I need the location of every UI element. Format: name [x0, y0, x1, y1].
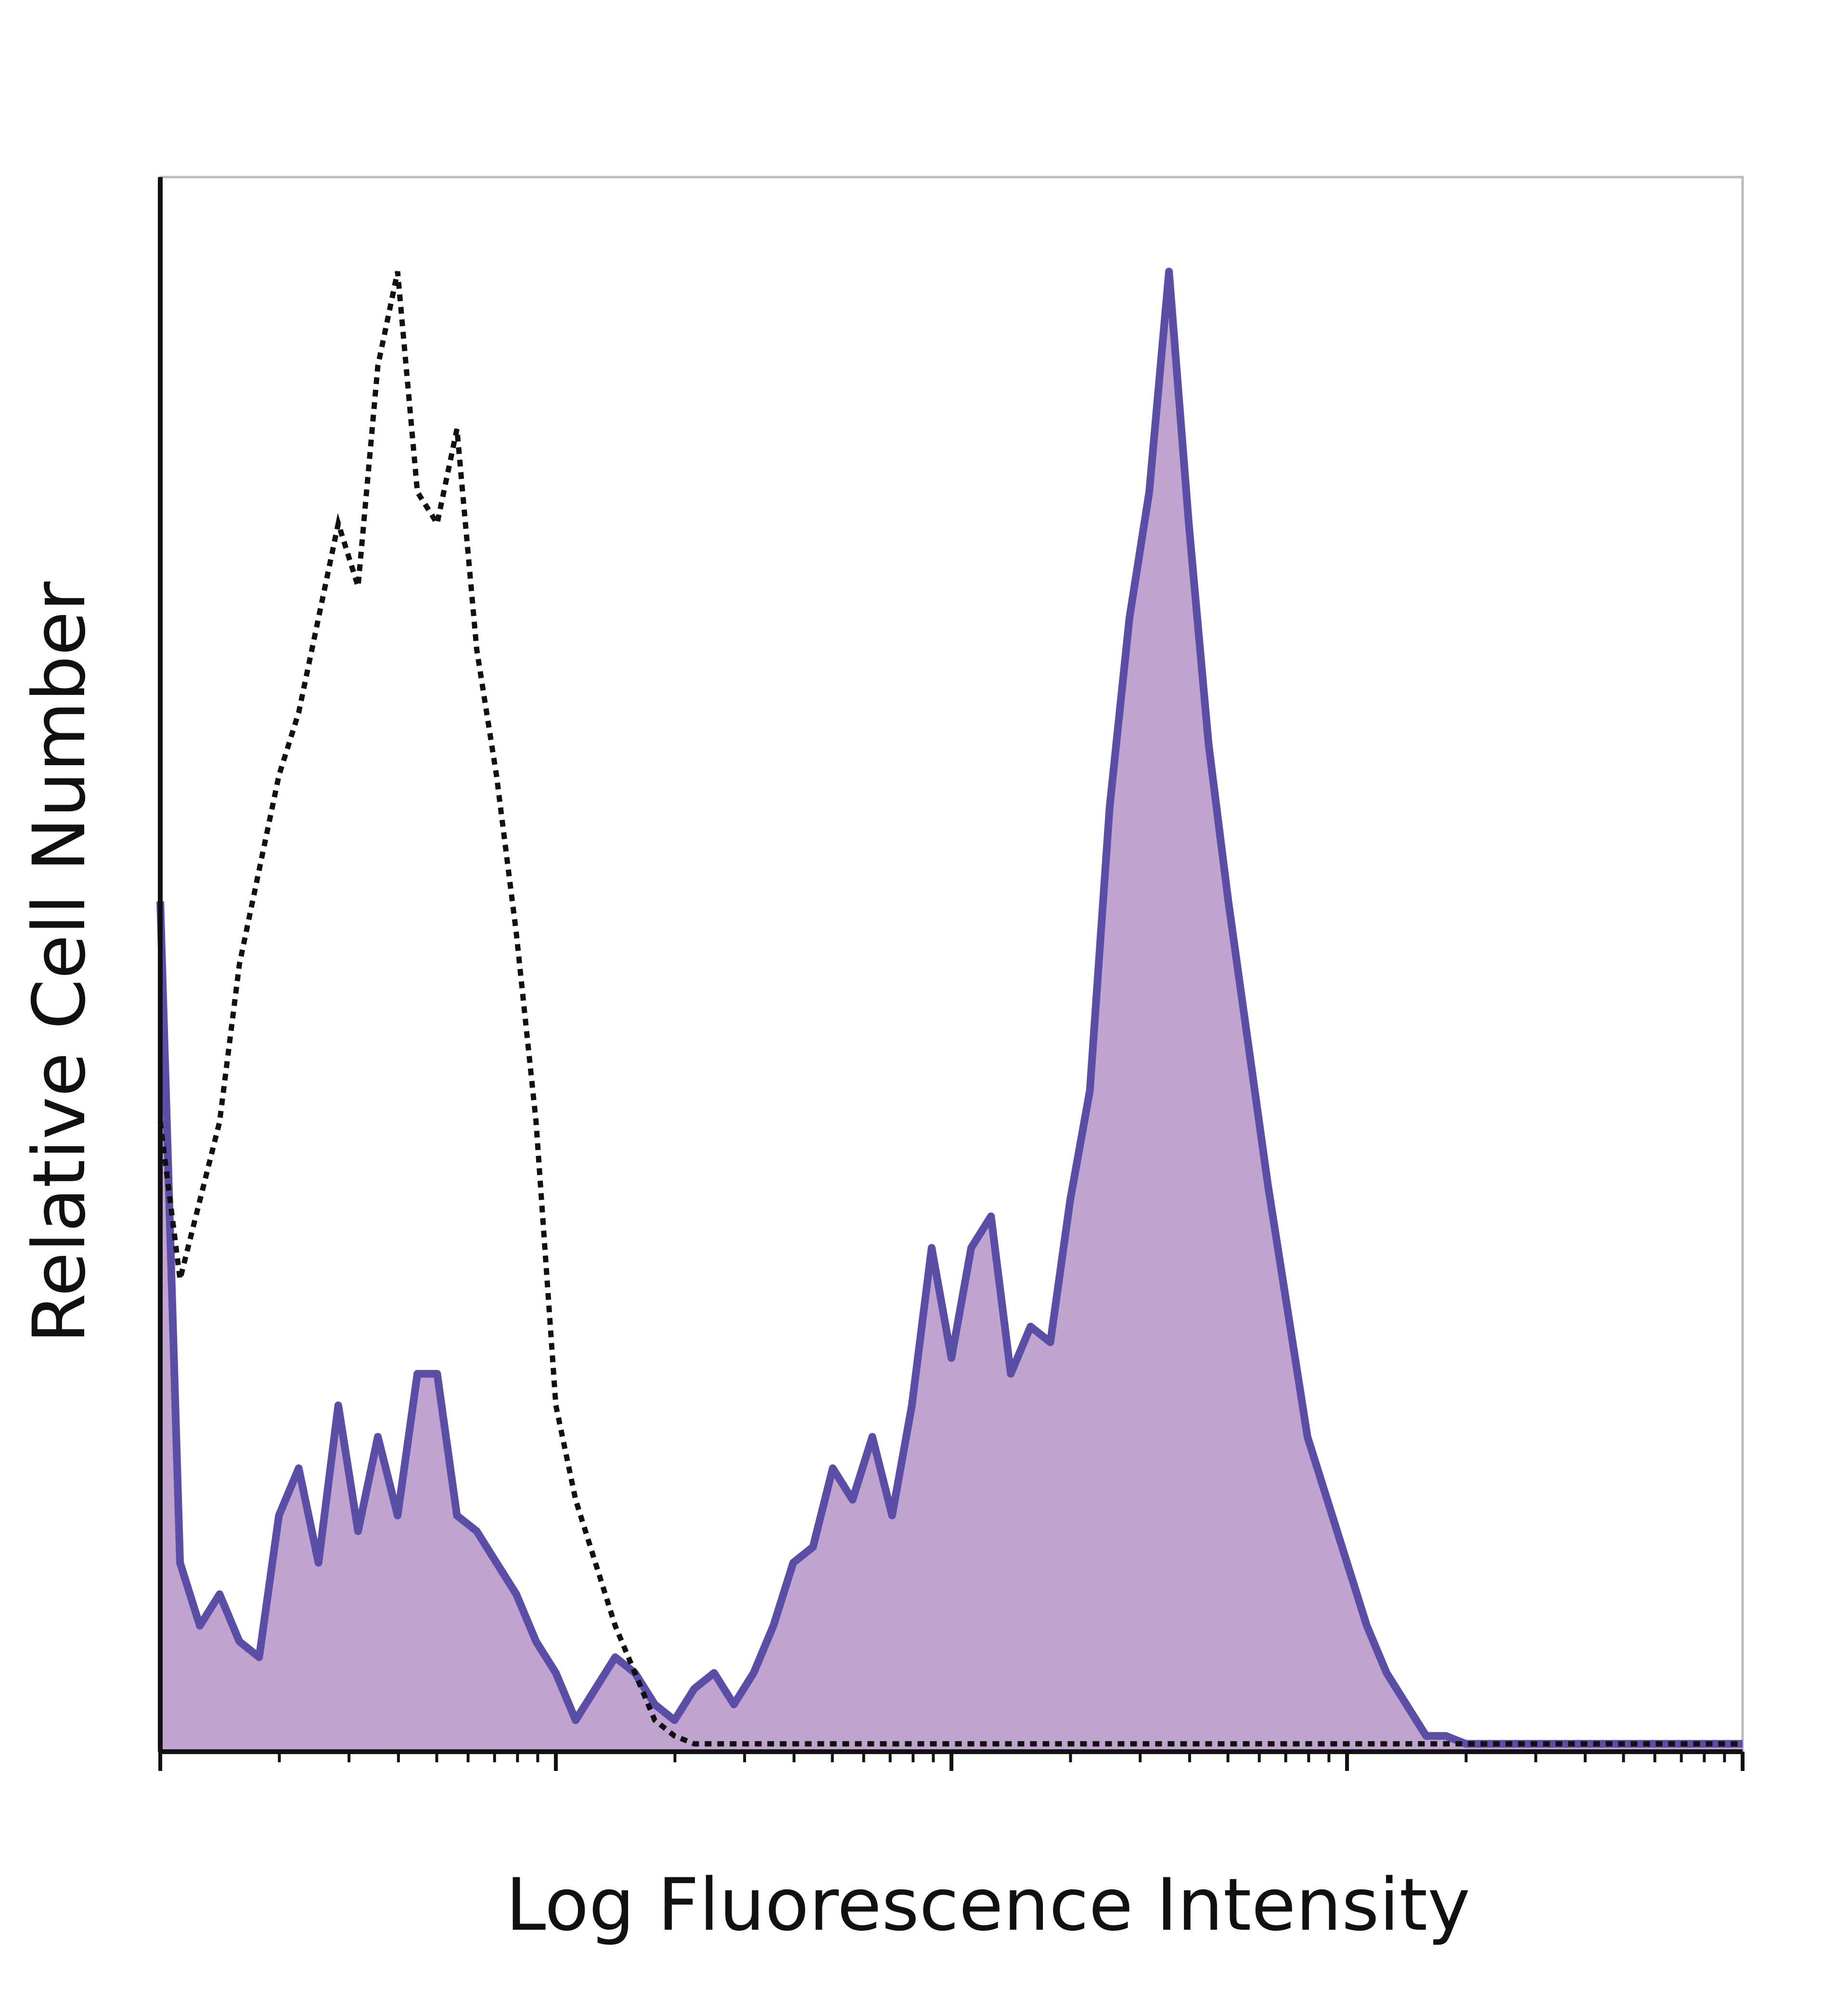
y-axis-label: Relative Cell Number	[18, 581, 102, 1344]
histogram-outline	[156, 268, 1743, 1748]
histogram-fill	[160, 271, 1743, 1752]
x-axis-label: Log Fluorescence Intensity	[506, 1863, 1470, 1947]
